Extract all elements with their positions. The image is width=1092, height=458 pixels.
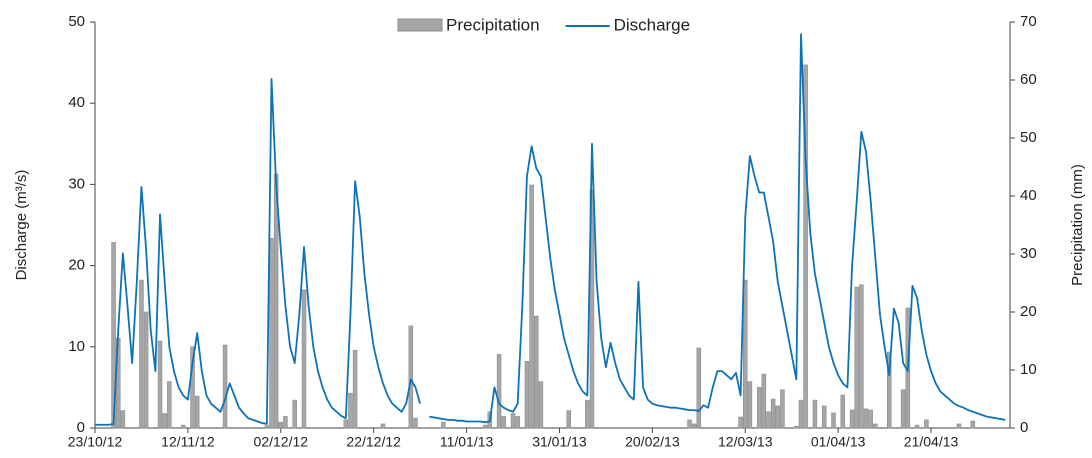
precipitation-bar xyxy=(278,421,284,429)
precipitation-bar xyxy=(854,286,859,429)
y2-tick-label: 40 xyxy=(1020,187,1037,204)
precipitation-bar xyxy=(162,413,167,429)
precipitation-bar xyxy=(515,416,520,429)
y2-tick-label: 10 xyxy=(1020,361,1037,378)
precipitation-bar xyxy=(840,394,846,429)
precipitation-bar xyxy=(510,413,516,429)
precipitation-bar xyxy=(157,340,163,429)
precipitation-bar xyxy=(533,315,539,429)
precipitation-bar xyxy=(956,423,962,429)
x-tick-label: 23/10/12 xyxy=(68,434,123,450)
precipitation-bar xyxy=(780,389,785,429)
legend-label: Precipitation xyxy=(446,15,540,34)
precipitation-bar xyxy=(900,389,906,429)
precipitation-bar xyxy=(886,351,892,429)
precipitation-bar xyxy=(812,399,818,429)
x-tick-label: 21/04/13 xyxy=(904,434,959,450)
precipitation-bar xyxy=(529,184,534,429)
precipitation-bar xyxy=(501,416,506,429)
precipitation-bar xyxy=(348,392,353,429)
y-tick-label: 0 xyxy=(77,419,85,436)
precipitation-bar xyxy=(924,419,929,429)
precipitation-bar xyxy=(766,411,771,429)
precipitation-bar xyxy=(756,387,762,429)
y2-tick-label: 70 xyxy=(1020,13,1037,30)
precipitation-bar xyxy=(863,408,869,429)
precipitation-bar xyxy=(691,423,697,429)
y2-tick-label: 30 xyxy=(1020,245,1037,262)
precipitation-bar xyxy=(803,64,808,429)
precipitation-bar xyxy=(738,416,743,429)
precipitation-bar xyxy=(794,425,799,429)
precipitation-bar xyxy=(849,409,855,429)
precipitation-bar xyxy=(283,416,288,429)
precipitation-bar xyxy=(859,284,864,429)
y2-axis-label: Precipitation (mm) xyxy=(1069,164,1086,286)
precipitation-bar xyxy=(413,417,418,429)
precipitation-bar xyxy=(747,381,753,429)
y2-tick-label: 20 xyxy=(1020,303,1037,320)
y2-tick-label: 50 xyxy=(1020,129,1037,146)
precipitation-bar xyxy=(743,279,748,429)
precipitation-bar xyxy=(524,360,530,429)
x-tick-label: 11/01/13 xyxy=(440,434,494,450)
x-tick-label: 22/12/12 xyxy=(346,434,401,450)
precipitation-bar xyxy=(798,399,804,429)
precipitation-bar xyxy=(343,419,349,429)
precipitation-bar xyxy=(482,424,488,429)
precipitation-bar xyxy=(352,349,358,429)
precipitation-bar xyxy=(167,381,172,429)
precipitation-bar xyxy=(585,399,590,429)
precipitation-bar xyxy=(770,398,776,429)
precipitation-bar xyxy=(831,412,836,429)
x-tick-label: 12/03/13 xyxy=(718,434,773,450)
y-tick-label: 40 xyxy=(68,94,85,111)
precipitation-bar xyxy=(408,325,414,429)
precipitation-bar xyxy=(761,373,767,429)
precipitation-bar xyxy=(143,311,149,429)
precipitation-bar xyxy=(111,242,116,429)
precipitation-bar xyxy=(190,346,195,429)
y2-tick-label: 60 xyxy=(1020,71,1037,88)
y-axis-label: Discharge (m³/s) xyxy=(13,170,30,281)
legend-swatch xyxy=(397,18,443,32)
precipitation-bar xyxy=(538,381,544,429)
precipitation-bar xyxy=(180,424,186,429)
legend-label: Discharge xyxy=(614,15,691,34)
precipitation-bar xyxy=(496,354,502,429)
x-tick-label: 01/04/13 xyxy=(811,434,866,450)
y-tick-label: 50 xyxy=(68,13,85,30)
precipitation-bar xyxy=(301,289,307,429)
precipitation-bar xyxy=(687,419,692,429)
y2-tick-label: 0 xyxy=(1020,419,1028,436)
x-tick-label: 31/01/13 xyxy=(532,434,587,450)
precipitation-bar xyxy=(914,424,920,429)
precipitation-bar xyxy=(821,405,827,429)
precipitation-bar xyxy=(441,421,446,429)
y-tick-label: 10 xyxy=(68,338,85,355)
precipitation-bar xyxy=(970,420,976,429)
precipitation-bar xyxy=(873,423,878,429)
y-tick-label: 30 xyxy=(68,175,85,192)
precipitation-bar xyxy=(120,410,126,429)
precipitation-bar xyxy=(292,399,297,429)
precipitation-bar xyxy=(194,395,200,429)
precipitation-bar xyxy=(380,423,386,429)
precipitation-bar xyxy=(222,344,228,429)
precipitation-bar xyxy=(868,409,873,429)
x-tick-label: 20/02/13 xyxy=(625,434,680,450)
precipitation-bar xyxy=(566,410,572,429)
precipitation-bar xyxy=(269,238,274,429)
x-tick-label: 02/12/12 xyxy=(254,434,309,450)
precipitation-bar xyxy=(264,425,270,429)
y-tick-label: 20 xyxy=(68,257,85,274)
precipitation-bar xyxy=(139,279,144,429)
precipitation-bar xyxy=(696,347,702,429)
precipitation-bar xyxy=(775,405,781,429)
discharge-line xyxy=(95,33,1006,426)
x-tick-label: 12/11/12 xyxy=(161,434,215,450)
